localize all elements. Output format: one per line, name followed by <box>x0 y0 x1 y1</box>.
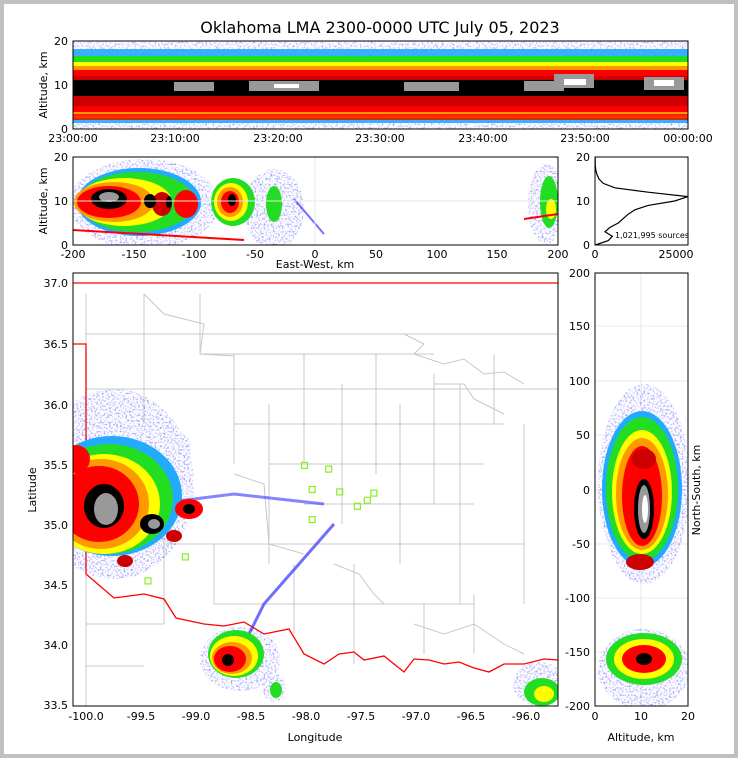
station-marker-9 <box>144 577 152 585</box>
map-xtick-2: -99.0 <box>182 710 210 723</box>
station-marker-8 <box>181 553 189 561</box>
map-ytick-4: 35.5 <box>44 459 69 472</box>
sources-label: 1,021,995 sources <box>615 231 689 240</box>
ns-xtick-20: 20 <box>681 710 695 723</box>
map-ylabel: Latitude <box>26 467 39 513</box>
ns-ytick-0: 0 <box>583 484 590 497</box>
ns-xtick-0: 0 <box>592 710 599 723</box>
ew-xtick-1: -150 <box>122 248 147 261</box>
hist-ytick-20: 20 <box>576 151 590 164</box>
map-content <box>73 273 558 706</box>
th-xtick-6: 00:00:00 <box>663 132 712 145</box>
map-xtick-8: -96.0 <box>512 710 540 723</box>
map-xtick-4: -98.0 <box>292 710 320 723</box>
ew-xtick-7: 150 <box>487 248 508 261</box>
th-xtick-4: 23:40:00 <box>458 132 507 145</box>
map-ytick-7: 37.0 <box>44 277 69 290</box>
map-xlabel: Longitude <box>288 731 343 744</box>
map-ytick-2: 34.5 <box>44 579 69 592</box>
station-marker-5 <box>370 489 378 497</box>
ew-ytick-20: 20 <box>54 151 68 164</box>
station-marker-1 <box>325 465 333 473</box>
hist-ytick-10: 10 <box>576 195 590 208</box>
histogram-panel: 1,021,995 sources 0 10 20 0 25000 <box>576 151 694 261</box>
station-marker-2 <box>308 485 316 494</box>
ew-xtick-3: -50 <box>246 248 264 261</box>
station-marker-4 <box>363 496 371 504</box>
time-height-panel: Altitude, km 0 10 20 23:00:00 23:10:00 2… <box>37 35 713 145</box>
hist-xtick-25000: 25000 <box>659 248 694 261</box>
ns-xtick-10: 10 <box>634 710 648 723</box>
ns-ytick-m100: -100 <box>565 592 590 605</box>
map-xtick-7: -96.5 <box>457 710 485 723</box>
station-marker-0 <box>300 461 309 469</box>
map-ytick-1: 34.0 <box>44 639 69 652</box>
figure-frame: Oklahoma LMA 2300-0000 UTC July 05, 2023 <box>4 4 734 754</box>
east-west-panel: Altitude, km East-West, km 0 10 20 -200 … <box>37 151 569 271</box>
station-marker-6 <box>353 502 361 510</box>
map-ytick-3: 35.0 <box>44 519 69 532</box>
map-xtick-0: -100.0 <box>68 710 103 723</box>
north-south-panel: Altitude, km North-South, km 0 10 20 200… <box>565 267 703 744</box>
figure-title: Oklahoma LMA 2300-0000 UTC July 05, 2023 <box>200 18 559 37</box>
th-xtick-5: 23:50:00 <box>560 132 609 145</box>
th-ytick-10: 10 <box>54 79 68 92</box>
ew-ytick-10: 10 <box>54 195 68 208</box>
th-ytick-20: 20 <box>54 35 68 48</box>
station-markers <box>144 461 378 585</box>
east-west-ylabel: Altitude, km <box>37 167 50 234</box>
th-xtick-0: 23:00:00 <box>48 132 97 145</box>
map-ytick-6: 36.5 <box>44 338 69 351</box>
ns-ytick-50: 50 <box>576 429 590 442</box>
ew-xtick-0: -200 <box>61 248 86 261</box>
station-marker-7 <box>308 515 316 524</box>
east-west-xlabel: East-West, km <box>276 258 354 271</box>
time-height-density <box>73 41 688 129</box>
ew-xtick-2: -100 <box>182 248 207 261</box>
map-xtick-5: -97.5 <box>347 710 375 723</box>
ew-xtick-4: 0 <box>312 248 319 261</box>
altitude-profile-line <box>594 156 689 246</box>
station-marker-3 <box>336 488 344 496</box>
time-height-ylabel: Altitude, km <box>37 51 50 118</box>
ns-ytick-m150: -150 <box>565 646 590 659</box>
hist-xtick-0: 0 <box>592 248 599 261</box>
ew-xtick-6: 100 <box>427 248 448 261</box>
map-xtick-1: -99.5 <box>127 710 155 723</box>
th-xtick-1: 23:10:00 <box>150 132 199 145</box>
figure-canvas: Oklahoma LMA 2300-0000 UTC July 05, 2023 <box>26 18 713 744</box>
map-ytick-5: 36.0 <box>44 399 69 412</box>
ns-ylabel: North-South, km <box>690 445 703 536</box>
ns-ytick-100: 100 <box>569 375 590 388</box>
ew-grid <box>73 157 558 245</box>
ew-xtick-5: 50 <box>369 248 383 261</box>
ns-ytick-m200: -200 <box>565 700 590 713</box>
map-panel: Longitude Latitude -100.0 -99.5 -99.0 -9… <box>26 272 559 744</box>
county-lines <box>85 293 558 706</box>
east-west-density <box>73 157 558 245</box>
hist-ytick-0: 0 <box>583 239 590 252</box>
ns-xlabel: Altitude, km <box>607 731 674 744</box>
map-xtick-6: -97.0 <box>402 710 430 723</box>
th-ytick-0: 0 <box>61 123 68 136</box>
north-south-density <box>595 273 688 706</box>
th-xtick-2: 23:20:00 <box>253 132 302 145</box>
ns-ytick-200: 200 <box>569 267 590 280</box>
ns-ytick-150: 150 <box>569 320 590 333</box>
map-xtick-3: -98.5 <box>237 710 265 723</box>
ns-ytick-m50: -50 <box>572 538 590 551</box>
map-ytick-0: 33.5 <box>44 699 69 712</box>
th-xtick-3: 23:30:00 <box>355 132 404 145</box>
ew-ytick-0: 0 <box>61 239 68 252</box>
ew-xtick-8: 200 <box>548 248 569 261</box>
state-border <box>73 282 558 673</box>
